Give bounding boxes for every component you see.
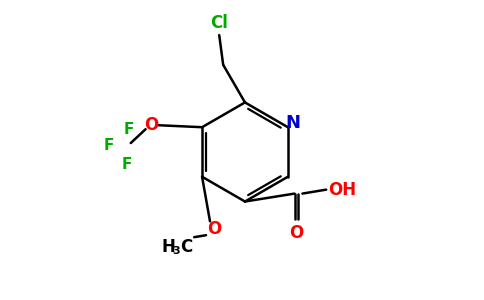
Text: 3: 3 [172,246,180,256]
Text: F: F [123,122,134,137]
Text: O: O [207,220,221,238]
Text: C: C [180,238,192,256]
Text: O: O [144,116,159,134]
Text: Cl: Cl [210,14,228,32]
Text: H: H [162,238,175,256]
Text: F: F [104,137,114,152]
Text: F: F [121,158,132,172]
Text: OH: OH [328,181,356,199]
Text: O: O [289,224,303,242]
Text: N: N [286,114,301,132]
